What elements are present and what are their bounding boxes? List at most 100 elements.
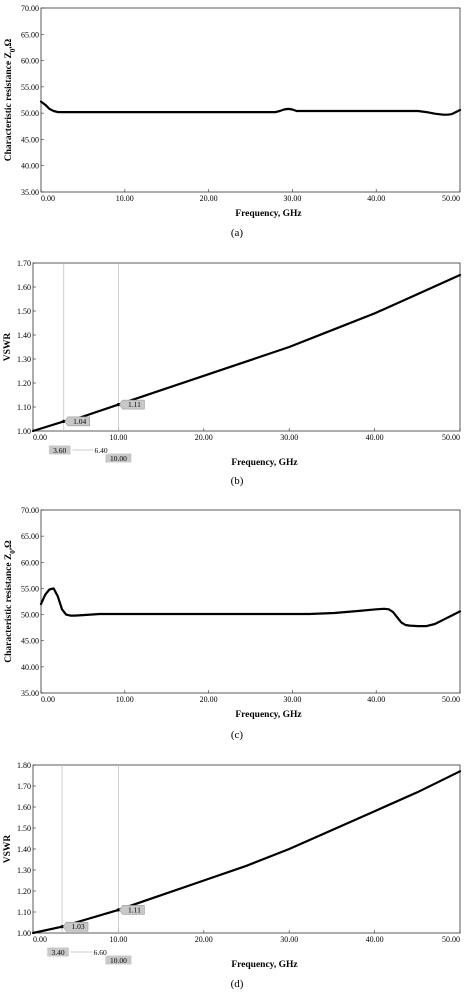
marker-value-label: 1.11 xyxy=(128,905,141,914)
y-tick-label: 55.00 xyxy=(21,584,39,593)
marker-point xyxy=(116,908,120,912)
y-tick-label: 1.20 xyxy=(17,887,31,896)
y-axis-label: VSWR xyxy=(3,835,13,864)
series-line xyxy=(39,587,462,628)
x-tick-label: 10.00 xyxy=(109,433,127,442)
marker-point xyxy=(116,403,120,407)
y-tick-label: 60.00 xyxy=(21,57,39,66)
marker-value-label: 1.11 xyxy=(128,400,141,409)
y-tick-label: 55.00 xyxy=(21,83,39,92)
x-tick-label: 50.00 xyxy=(442,935,460,944)
y-tick-label: 50.00 xyxy=(21,611,39,620)
marker-x-box xyxy=(47,947,69,957)
y-tick-label: 65.00 xyxy=(21,30,39,39)
y-tick-label: 45.00 xyxy=(21,135,39,144)
y-tick-label: 50.00 xyxy=(21,109,39,118)
x-tick-label: 40.00 xyxy=(367,695,385,704)
x-tick-label: 20.00 xyxy=(195,433,213,442)
y-tick-label: 1.70 xyxy=(17,259,31,268)
x-tick-label: 0.00 xyxy=(33,935,47,944)
y-tick-label: 1.60 xyxy=(17,803,31,812)
x-tick-label: 50.00 xyxy=(442,695,460,704)
plot-frame xyxy=(40,7,461,193)
plot-frame xyxy=(32,764,461,934)
y-tick-label: 40.00 xyxy=(21,663,39,672)
y-tick-label: 1.10 xyxy=(17,908,31,917)
y-tick-label: 1.40 xyxy=(17,845,31,854)
marker-value-flag xyxy=(119,905,145,915)
series-line xyxy=(31,273,462,433)
x-tick-label: 50.00 xyxy=(442,433,460,442)
y-tick-label: 45.00 xyxy=(21,637,39,646)
chart-panel-3: 35.00 40.00 45.00 50.00 55.00 60.00 65.00 70.00… xyxy=(4,506,462,741)
marker-point xyxy=(62,419,66,423)
y-axis-label: Characteristic resistance Z0,Ω xyxy=(4,38,17,161)
x-tick-label: 30.00 xyxy=(283,194,301,203)
x-tick-label: 10.00 xyxy=(116,695,134,704)
y-tick-label: 1.00 xyxy=(17,929,31,938)
y-axis-label: VSWR xyxy=(3,333,13,362)
plot-frame xyxy=(40,509,461,694)
series-line xyxy=(31,770,462,935)
x-tick-label: 40.00 xyxy=(366,433,384,442)
x-tick-label: 20.00 xyxy=(200,695,218,704)
y-tick-label: 60.00 xyxy=(21,558,39,567)
svg-text:6.60: 6.60 xyxy=(94,948,107,957)
x-tick-label: 40.00 xyxy=(367,194,385,203)
y-axis-label: Characteristic resistance Z0,Ω xyxy=(4,540,17,663)
y-tick-label: 1.30 xyxy=(17,866,31,875)
x-tick-label: 10.00 xyxy=(109,935,127,944)
marker-value-label: 1.03 xyxy=(71,922,84,931)
y-tick-label: 35.00 xyxy=(21,188,39,197)
chart-panel-2: 1.00 1.10 1.20 1.30 1.40 1.50 1.60 1.70 0.00 10.0… xyxy=(3,259,462,487)
y-tick-label: 1.80 xyxy=(17,761,31,770)
marker-value-label: 1.04 xyxy=(73,417,86,426)
svg-text:6.40: 6.40 xyxy=(95,446,108,455)
y-tick-label: 1.70 xyxy=(17,782,31,791)
x-tick-label: 30.00 xyxy=(283,695,301,704)
x-tick-label: 50.00 xyxy=(442,194,460,203)
y-tick-label: 1.50 xyxy=(17,824,31,833)
panel-caption: (d) xyxy=(231,978,244,990)
marker-x-label: 10.00 xyxy=(110,454,127,463)
y-tick-label: 70.00 xyxy=(21,4,39,13)
panel-caption: (a) xyxy=(231,227,244,239)
x-tick-label: 30.00 xyxy=(280,433,298,442)
panel-caption: (c) xyxy=(231,729,244,741)
marker-x-box xyxy=(48,445,71,455)
y-tick-label: 40.00 xyxy=(21,162,39,171)
y-tick-label: 35.00 xyxy=(21,689,39,698)
panel-caption: (b) xyxy=(231,475,244,487)
y-tick-label: 1.20 xyxy=(17,379,31,388)
y-tick-label: 1.60 xyxy=(17,283,31,292)
y-tick-label: 1.30 xyxy=(17,355,31,364)
x-axis-label: Frequency, GHz xyxy=(231,458,298,468)
marker-value-flag xyxy=(62,921,89,932)
marker-x-label: 10.00 xyxy=(110,956,127,965)
x-tick-label: 30.00 xyxy=(280,935,298,944)
series-line xyxy=(39,100,462,116)
x-axis-label: Frequency, GHz xyxy=(235,710,302,720)
marker-point xyxy=(60,925,64,929)
marker-value-flag xyxy=(64,416,90,427)
x-axis-label: Frequency, GHz xyxy=(235,209,302,219)
marker-x-box xyxy=(105,453,132,463)
x-tick-label: 40.00 xyxy=(366,935,384,944)
marker-x-label: 3.60 xyxy=(53,446,66,455)
y-tick-label: 1.40 xyxy=(17,331,31,340)
x-tick-label: 20.00 xyxy=(200,194,218,203)
delta-label: 6.60 xyxy=(94,948,107,957)
x-tick-label: 20.00 xyxy=(195,935,213,944)
x-axis-label: Frequency, GHz xyxy=(231,960,298,970)
chart-panel-1: 35.00 40.00 45.00 50.00 55.00 60.00 65.00 70.00… xyxy=(4,4,462,239)
marker-x-label: 3.40 xyxy=(51,948,64,957)
chart-panel-4: 1.00 1.10 1.20 1.30 1.40 1.50 1.60 1.70 1.80 0.00… xyxy=(3,761,462,990)
x-tick-label: 0.00 xyxy=(41,194,55,203)
plot-frame xyxy=(32,262,461,432)
y-tick-label: 1.10 xyxy=(17,403,31,412)
y-tick-label: 1.00 xyxy=(17,427,31,436)
y-tick-label: 1.50 xyxy=(17,307,31,316)
marker-x-box xyxy=(105,955,132,965)
x-tick-label: 10.00 xyxy=(116,194,134,203)
y-tick-label: 70.00 xyxy=(21,506,39,515)
